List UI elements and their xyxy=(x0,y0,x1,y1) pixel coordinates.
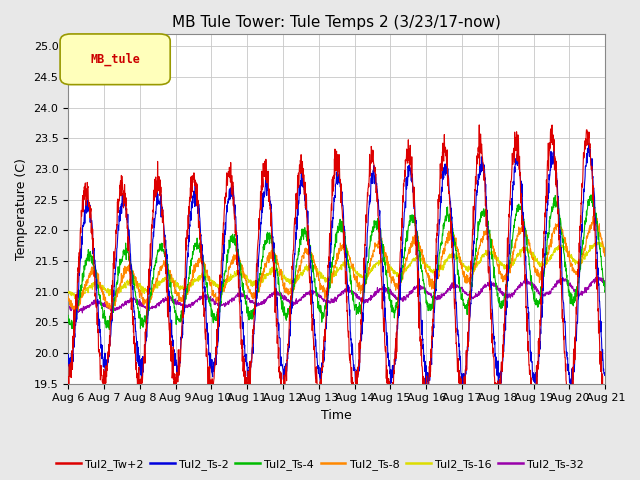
Tul2_Ts-2 xyxy=(64,362,72,368)
Tul2_Ts-8 xyxy=(72,310,79,315)
Tul2_Ts-32 xyxy=(602,282,609,288)
Title: MB Tule Tower: Tule Temps 2 (3/23/17-now): MB Tule Tower: Tule Temps 2 (3/23/17-now… xyxy=(172,15,501,30)
Line: Tul2_Ts-32: Tul2_Ts-32 xyxy=(68,275,605,313)
Tul2_Ts-16 xyxy=(326,278,333,284)
Tul2_Ts-8 xyxy=(602,252,609,258)
Tul2_Tw+2 xyxy=(602,385,609,391)
Tul2_Ts-4 xyxy=(602,288,609,293)
Tul2_Ts-4 xyxy=(587,192,595,198)
Tul2_Ts-4 xyxy=(586,193,594,199)
X-axis label: Time: Time xyxy=(321,409,352,422)
Line: Tul2_Ts-8: Tul2_Ts-8 xyxy=(68,216,605,312)
Tul2_Ts-16 xyxy=(76,297,83,302)
Tul2_Ts-16 xyxy=(488,250,495,256)
Tul2_Ts-8 xyxy=(586,230,593,236)
Tul2_Tw+2 xyxy=(488,311,495,316)
Tul2_Ts-32 xyxy=(92,298,100,303)
Tul2_Tw+2 xyxy=(476,122,483,128)
Line: Tul2_Ts-2: Tul2_Ts-2 xyxy=(68,144,605,391)
Tul2_Ts-2 xyxy=(586,150,594,156)
Tul2_Ts-2 xyxy=(92,266,99,272)
Tul2_Ts-32 xyxy=(586,284,594,289)
Tul2_Ts-8 xyxy=(312,261,319,267)
Tul2_Ts-2 xyxy=(585,141,593,146)
Tul2_Tw+2 xyxy=(586,141,594,146)
Tul2_Ts-16 xyxy=(586,242,594,248)
Tul2_Ts-2 xyxy=(326,266,333,272)
Legend: Tul2_Tw+2, Tul2_Ts-2, Tul2_Ts-4, Tul2_Ts-8, Tul2_Ts-16, Tul2_Ts-32: Tul2_Tw+2, Tul2_Ts-2, Tul2_Ts-4, Tul2_Ts… xyxy=(52,455,588,474)
Tul2_Ts-4 xyxy=(586,198,593,204)
Tul2_Tw+2 xyxy=(586,145,593,151)
Tul2_Ts-2 xyxy=(311,331,319,337)
Tul2_Ts-32 xyxy=(79,310,86,316)
Line: Tul2_Tw+2: Tul2_Tw+2 xyxy=(68,125,605,424)
Tul2_Ts-2 xyxy=(586,146,594,152)
Tul2_Ts-8 xyxy=(586,222,594,228)
Tul2_Ts-2 xyxy=(487,286,495,292)
Tul2_Ts-32 xyxy=(326,300,333,306)
Text: MB_tule: MB_tule xyxy=(90,52,140,66)
Tul2_Ts-32 xyxy=(488,279,495,285)
Tul2_Tw+2 xyxy=(326,244,333,250)
Line: Tul2_Ts-4: Tul2_Ts-4 xyxy=(68,195,605,329)
Tul2_Ts-16 xyxy=(592,238,600,243)
Tul2_Tw+2 xyxy=(64,379,72,385)
Tul2_Ts-2 xyxy=(602,372,609,378)
Tul2_Ts-8 xyxy=(64,293,72,299)
Tul2_Ts-4 xyxy=(326,281,333,287)
Tul2_Ts-8 xyxy=(488,238,495,243)
Tul2_Ts-4 xyxy=(64,312,72,318)
Tul2_Tw+2 xyxy=(601,421,609,427)
Tul2_Tw+2 xyxy=(92,291,99,297)
Tul2_Ts-8 xyxy=(589,214,597,219)
Tul2_Ts-8 xyxy=(92,272,100,278)
Tul2_Ts-4 xyxy=(92,275,99,280)
Tul2_Ts-4 xyxy=(106,326,113,332)
Tul2_Ts-32 xyxy=(586,281,593,287)
Tul2_Ts-4 xyxy=(488,248,495,253)
Tul2_Ts-32 xyxy=(312,289,319,295)
Tul2_Ts-32 xyxy=(593,272,601,278)
Tul2_Ts-4 xyxy=(312,285,319,290)
Tul2_Ts-32 xyxy=(64,300,72,306)
Tul2_Ts-2 xyxy=(533,388,541,394)
Tul2_Ts-16 xyxy=(312,264,319,269)
Tul2_Tw+2 xyxy=(311,368,319,374)
Line: Tul2_Ts-16: Tul2_Ts-16 xyxy=(68,240,605,300)
Tul2_Ts-16 xyxy=(586,246,593,252)
Y-axis label: Temperature (C): Temperature (C) xyxy=(15,158,28,260)
FancyBboxPatch shape xyxy=(60,34,170,84)
Tul2_Ts-16 xyxy=(602,248,609,253)
Tul2_Ts-16 xyxy=(92,282,100,288)
Tul2_Ts-8 xyxy=(326,281,333,287)
Tul2_Ts-16 xyxy=(64,290,72,296)
